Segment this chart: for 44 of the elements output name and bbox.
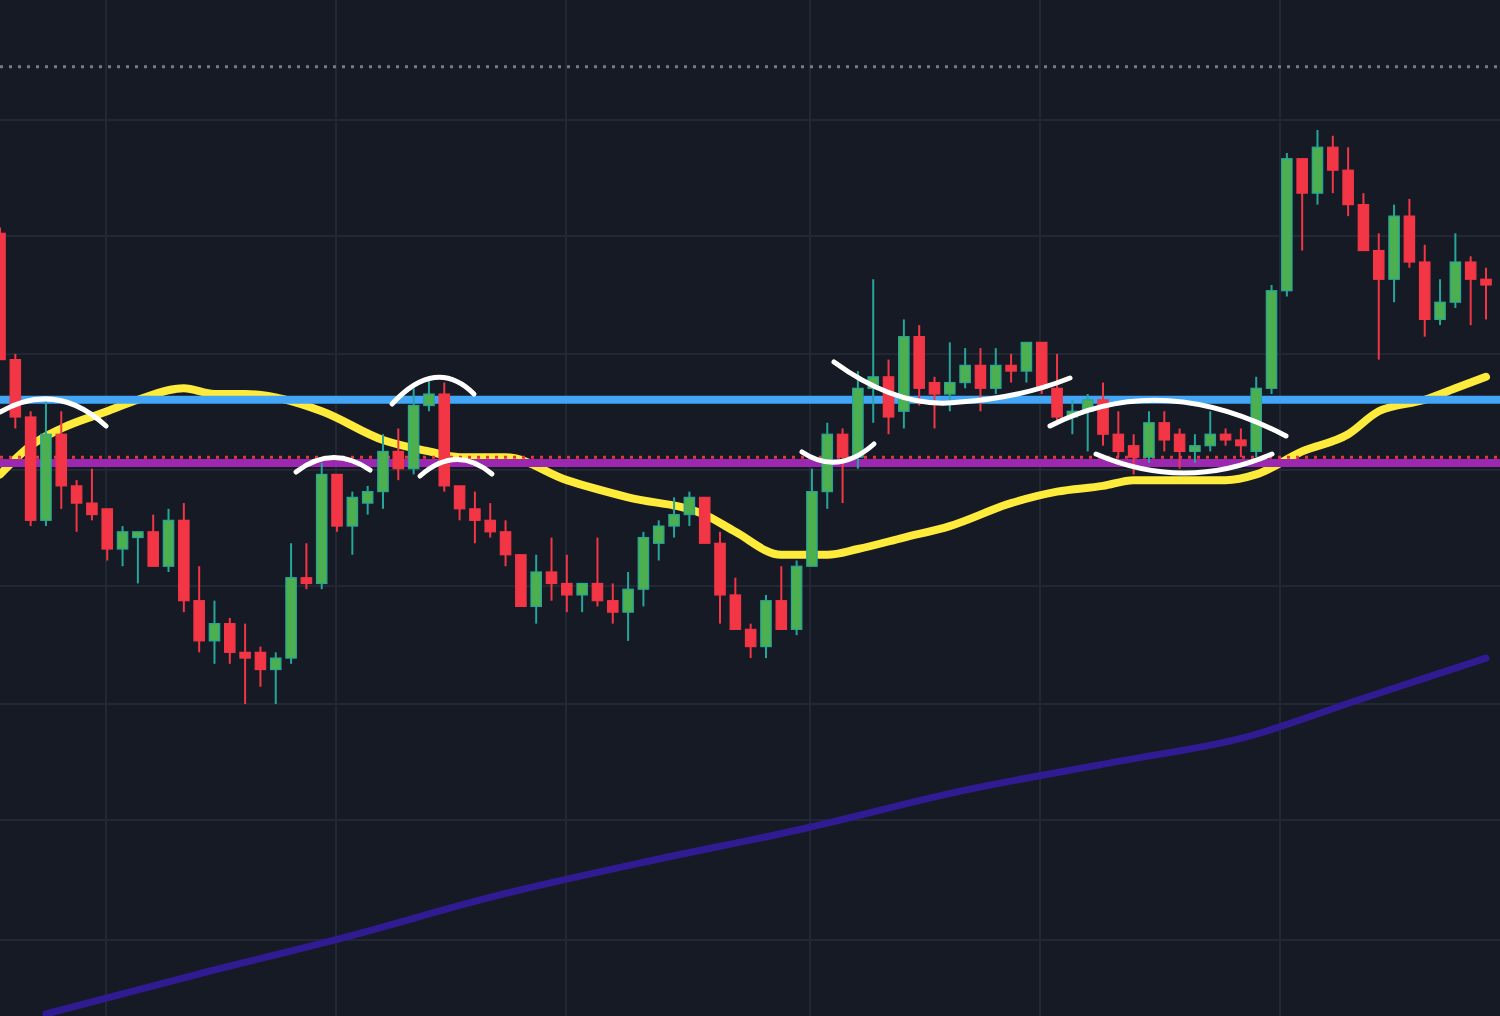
candlestick (622, 570, 634, 642)
candlestick (545, 536, 558, 602)
candlestick (1296, 157, 1308, 252)
candlestick (1158, 410, 1171, 453)
candlestick (1173, 427, 1186, 470)
candlestick (1357, 192, 1370, 252)
candlestick (1020, 341, 1033, 384)
candlestick (162, 507, 175, 573)
candlestick (530, 553, 542, 625)
candlestick (1035, 341, 1048, 396)
candlestick (1051, 352, 1063, 424)
candlestick (116, 525, 129, 568)
candlestick (836, 427, 849, 505)
candlestick (1311, 129, 1324, 206)
candlestick (683, 490, 696, 528)
candlestick (606, 582, 619, 625)
candlestick (392, 427, 405, 482)
candlestick (561, 553, 573, 614)
candlestick (989, 347, 1002, 396)
candlestick (928, 375, 941, 430)
candlestick (1372, 232, 1385, 361)
candlestick (1005, 352, 1017, 384)
candlestick (70, 479, 83, 533)
candlestick (1235, 427, 1247, 459)
candlestick (346, 490, 359, 556)
candlestick (1127, 433, 1140, 476)
candlestick (132, 530, 144, 585)
candlestick (423, 375, 435, 413)
candlestick (1434, 278, 1446, 327)
candlestick (300, 542, 313, 591)
candlestick (974, 347, 987, 413)
candlestick (760, 593, 772, 660)
candlestick (499, 519, 512, 568)
candlestick (775, 565, 788, 631)
candlestick (591, 536, 604, 608)
candlestick (453, 484, 466, 522)
candlestick (1449, 232, 1462, 309)
candlestick (147, 513, 159, 568)
candlestick (1143, 410, 1155, 464)
candlestick (1403, 197, 1416, 269)
candlestick (208, 599, 221, 665)
candlestick (254, 645, 267, 688)
candlestick (744, 622, 757, 660)
candlestick (576, 582, 588, 614)
